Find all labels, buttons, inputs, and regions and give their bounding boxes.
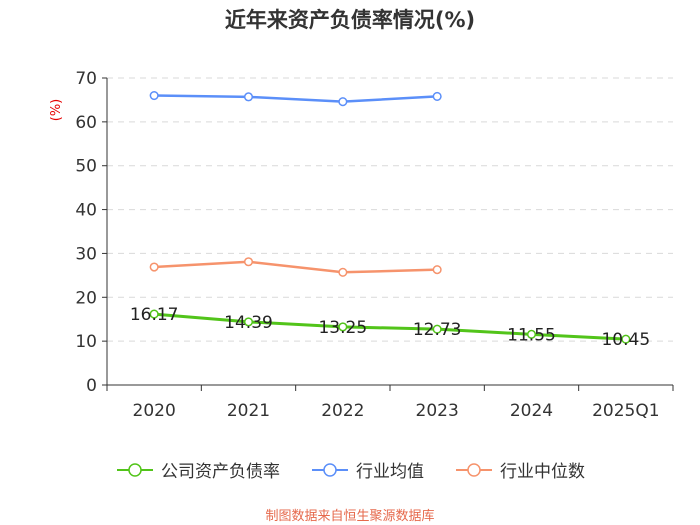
axes: 0 10 20 30 40 50 60 70 (%) 2020 2021 2022 2023 2024 20…: [49, 69, 674, 421]
data-point: [243, 317, 254, 327]
legend-label-company: 公司资产负债率: [161, 462, 280, 482]
x-tick-label: 2024: [510, 401, 553, 421]
legend-item-company[interactable]: 公司资产负债率: [115, 457, 280, 482]
data-label: 14.39: [224, 313, 273, 333]
data-point: [432, 324, 442, 334]
data-point: [243, 257, 254, 267]
y-tick-label: 30: [75, 244, 97, 264]
data-point: [149, 90, 159, 101]
data-point: [338, 267, 348, 277]
y-tick-label: 20: [75, 288, 97, 308]
x-tick-label: 2023: [416, 401, 459, 421]
y-tick-label: 60: [75, 113, 97, 133]
data-point: [149, 262, 159, 272]
data-point: [432, 265, 442, 275]
data-label: 13.25: [318, 318, 367, 338]
y-tick-label: 0: [86, 376, 97, 396]
series-line: [154, 260, 438, 274]
x-tick-label: 2022: [321, 401, 364, 421]
data-point: [526, 329, 537, 339]
y-axis-label: (%): [49, 99, 64, 122]
series-line: [154, 94, 438, 103]
legend-label-industry-median: 行业中位数: [500, 462, 585, 482]
y-tick-label: 50: [75, 157, 97, 177]
legend: 公司资产负债率 行业均值 行业中位数: [0, 457, 700, 482]
x-tick-label: 2020: [133, 401, 176, 421]
data-point: [338, 322, 348, 332]
data-label: 10.45: [601, 330, 650, 350]
legend-item-industry-median[interactable]: 行业中位数: [454, 457, 585, 482]
legend-industry-avg-icon: [312, 462, 348, 477]
legend-industry-median-icon: [456, 462, 492, 477]
grid-lines: [107, 77, 673, 342]
x-tick-label: 2025Q1: [592, 401, 659, 421]
data-label: 11.55: [507, 325, 556, 345]
data-point: [432, 91, 442, 101]
data-point: [338, 97, 348, 107]
y-tick-label: 10: [75, 332, 97, 352]
source-note: 制图数据来自恒生聚源数据库: [265, 509, 435, 524]
data-point: [149, 309, 159, 319]
legend-label-industry-avg: 行业均值: [356, 462, 424, 482]
series-line: [154, 312, 626, 341]
data-point: [621, 334, 631, 344]
legend-item-industry-avg[interactable]: 行业均值: [310, 457, 424, 482]
legend-company-icon: [117, 462, 153, 477]
data-label: 16.17: [130, 305, 179, 325]
data-point: [243, 92, 254, 102]
data-labels: 16.17 14.39 13.25 12.73 11.55 10.45: [130, 305, 650, 350]
chart-title: 近年来资产负债率情况(%): [224, 8, 476, 32]
x-tick-label: 2021: [227, 401, 270, 421]
data-label: 12.73: [413, 320, 462, 340]
series-lines: [149, 90, 631, 344]
y-tick-label: 70: [75, 69, 97, 89]
y-tick-label: 40: [75, 201, 97, 221]
